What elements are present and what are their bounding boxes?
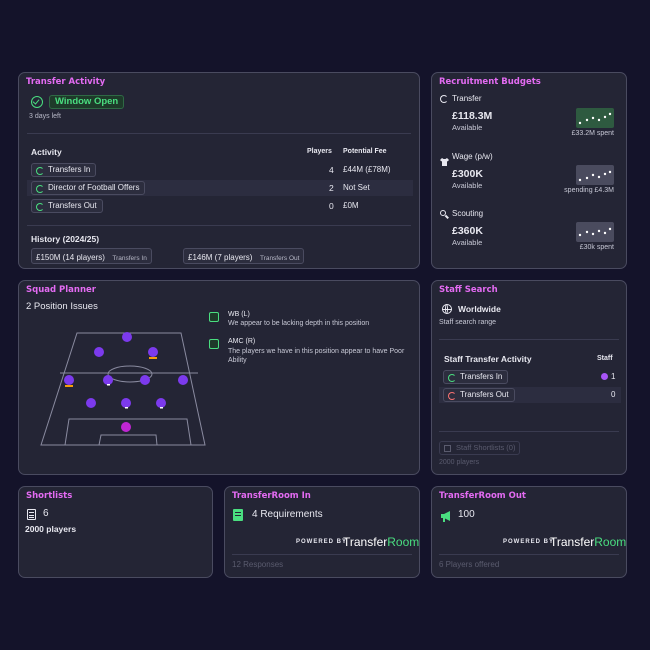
budget-amount: £360K [452, 225, 483, 237]
staff-header: Staff [597, 355, 613, 362]
budget-note: £30k spent [579, 244, 614, 251]
fee-value: £0M [343, 201, 359, 210]
staff-search-panel: Staff Search Worldwide Staff search rang… [431, 280, 627, 475]
staff-count: 1 [611, 372, 616, 381]
refresh-icon [440, 95, 448, 103]
table-row: Transfers In 1 [439, 369, 621, 385]
fee-header: Potential Fee [343, 148, 387, 155]
days-left: 3 days left [29, 113, 61, 120]
activity-header: Activity [31, 147, 62, 157]
window-status-badge: Window Open [49, 95, 125, 109]
issue-position: AMC (R) [228, 338, 256, 345]
recruitment-budgets-panel: Recruitment Budgets Transfer £118.3M Ava… [431, 72, 627, 269]
panel-title: Staff Search [439, 285, 498, 295]
table-row: Transfers Out 0 £0M [27, 198, 413, 214]
players-count: 2 [329, 183, 334, 193]
fee-value: Not Set [343, 183, 370, 192]
issue-position: WB (L) [228, 311, 250, 318]
player-markers [64, 332, 188, 432]
transferroom-out-panel: TransferRoom Out 100 POWERED BY Transfer… [431, 486, 627, 578]
panel-title: Squad Planner [26, 285, 96, 295]
shortlist-players: 2000 players [25, 524, 77, 534]
panel-title: Shortlists [26, 491, 73, 501]
players-header: Players [307, 148, 332, 155]
budget-name: Transfer [452, 94, 482, 103]
budget-note: spending £4.3M [564, 187, 614, 194]
panel-title: Recruitment Budgets [439, 77, 541, 87]
panel-title: TransferRoom In [232, 491, 311, 501]
list-icon [27, 509, 36, 520]
search-scope-label: Staff search range [439, 319, 497, 326]
refresh-icon [36, 167, 44, 175]
position-issues: 2 Position Issues [26, 301, 98, 312]
squad-planner-panel: Squad Planner 2 Position Issues WB (L) W… [18, 280, 420, 475]
staff-transfers-in-button[interactable]: Transfers In [443, 370, 509, 384]
table-row: Transfers Out 0 [439, 387, 621, 403]
refresh-icon [36, 203, 44, 211]
budget-name: Wage (p/w) [452, 152, 493, 161]
staff-count: 0 [611, 390, 616, 399]
budget-amount: £300K [452, 168, 483, 180]
history-label: Transfers In [112, 255, 147, 262]
dof-offers-button[interactable]: Director of Football Offers [31, 181, 146, 195]
budget-sparkline [576, 222, 614, 242]
globe-icon [442, 304, 452, 314]
check-circle-icon [31, 96, 43, 108]
search-icon [440, 210, 446, 216]
budget-name: Scouting [452, 209, 484, 218]
powered-by-label: POWERED BY [503, 539, 555, 545]
offers-count: 100 [458, 509, 475, 520]
transferroom-logo: TransferRoom [343, 535, 420, 549]
budget-sparkline [576, 165, 614, 185]
refresh-icon [448, 374, 456, 382]
staff-activity-title: Staff Transfer Activity [444, 354, 532, 364]
players-offered: 6 Players offered [439, 560, 500, 569]
shirt-icon [440, 153, 449, 166]
history-in-button[interactable]: £150M (14 players) Transfers In [31, 248, 152, 264]
issue-desc: The players we have in this position app… [228, 348, 405, 364]
responses-count: 12 Responses [232, 560, 284, 569]
transfer-activity-panel: Transfer Activity Window Open 3 days lef… [18, 72, 420, 269]
transfers-out-button[interactable]: Transfers Out [31, 199, 103, 213]
budget-status: Available [452, 123, 483, 132]
document-icon [233, 509, 243, 521]
position-issue-icon [209, 339, 219, 349]
transfers-in-button[interactable]: Transfers In [31, 163, 97, 177]
staff-players-count: 2000 players [439, 459, 480, 466]
fee-value: £44M (£78M) [343, 165, 391, 174]
purple-dot [601, 373, 608, 380]
position-issue-icon [209, 312, 219, 322]
staff-shortlists-button[interactable]: Staff Shortlists (0) [439, 441, 521, 455]
panel-title: Transfer Activity [26, 77, 106, 87]
refresh-icon [448, 392, 456, 400]
budget-amount: £118.3M [452, 110, 493, 122]
powered-by-label: POWERED BY [296, 539, 348, 545]
issue-desc: We appear to be lacking depth in this po… [228, 320, 370, 327]
history-title: History (2024/25) [31, 234, 100, 244]
history-amount: £146M (7 players) [188, 253, 253, 262]
panel-title: TransferRoom Out [439, 491, 526, 501]
history-amount: £150M (14 players) [36, 253, 105, 262]
players-count: 4 [329, 165, 334, 175]
refresh-icon [36, 185, 44, 193]
table-row: Director of Football Offers 2 Not Set [27, 180, 413, 196]
megaphone-icon [440, 509, 453, 527]
transferroom-in-panel: TransferRoom In 4 Requirements POWERED B… [224, 486, 420, 578]
budget-status: Available [452, 181, 483, 190]
table-row: Transfers In 4 £44M (£78M) [27, 162, 413, 178]
list-icon [444, 445, 451, 452]
budget-note: £33.2M spent [571, 130, 614, 137]
shortlist-count: 6 [43, 508, 49, 519]
pitch-diagram[interactable] [29, 321, 219, 461]
shortlists-panel: Shortlists 6 2000 players [18, 486, 213, 578]
transferroom-logo: TransferRoom [550, 535, 627, 549]
history-label: Transfers Out [259, 255, 300, 262]
players-count: 0 [329, 201, 334, 211]
search-scope: Worldwide [458, 304, 501, 314]
budget-status: Available [452, 238, 483, 247]
budget-sparkline [576, 108, 614, 128]
history-out-button[interactable]: £146M (7 players) Transfers Out [183, 248, 305, 264]
requirements-count: 4 Requirements [252, 509, 323, 520]
staff-transfers-out-button[interactable]: Transfers Out [443, 388, 515, 402]
